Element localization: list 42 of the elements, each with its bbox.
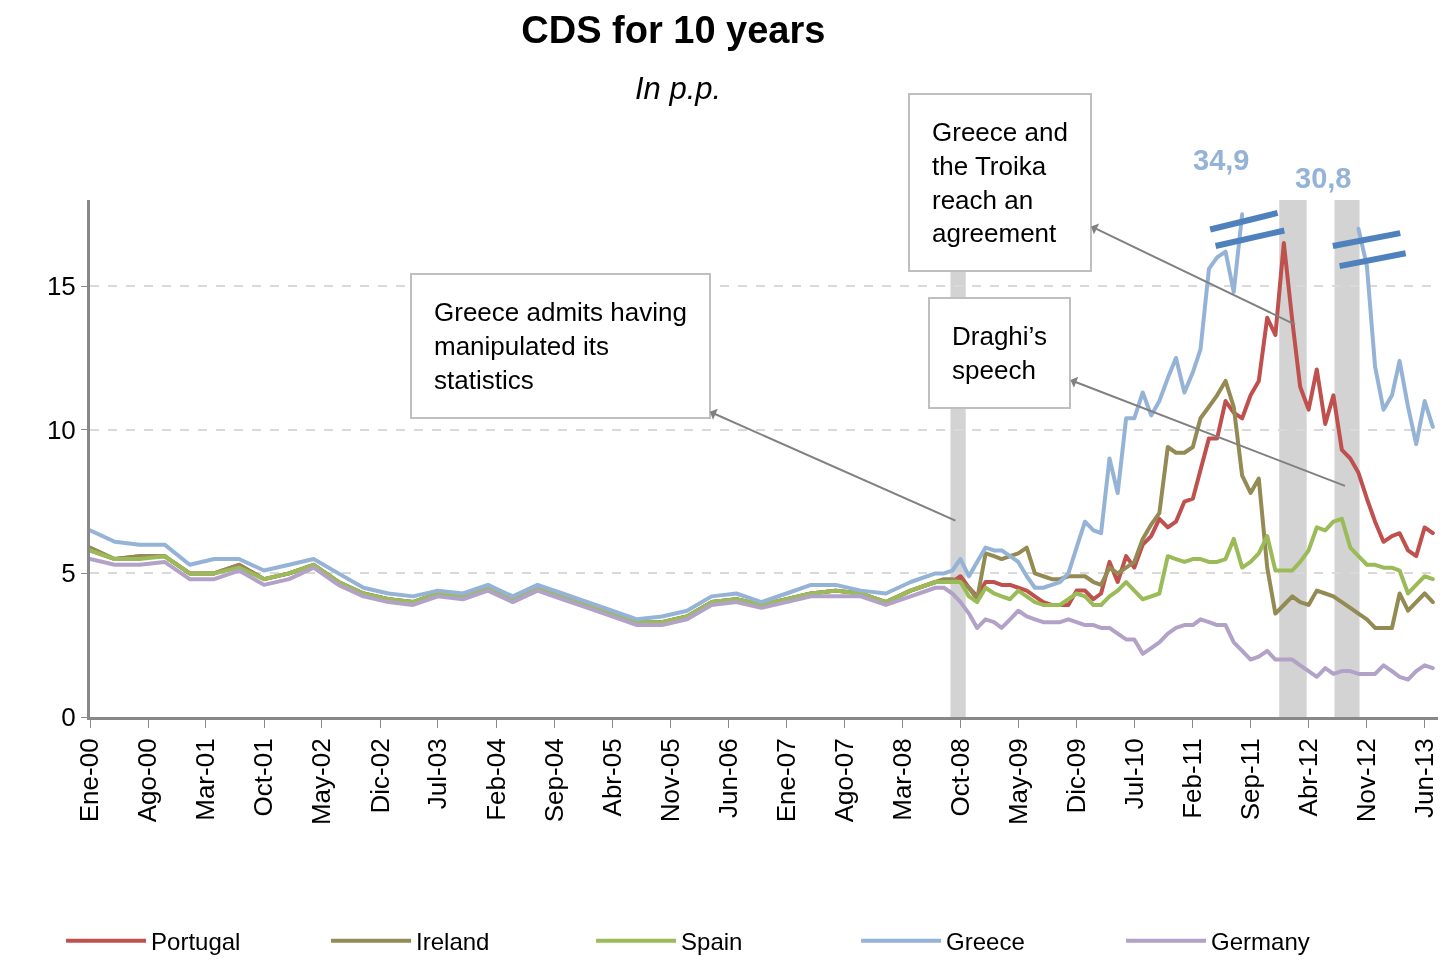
line-series — [90, 557, 1435, 682]
y-tick-label: 10 — [46, 414, 76, 445]
x-tick-label: Nov-05 — [654, 738, 685, 823]
x-tick-label: Oct-01 — [248, 738, 279, 817]
x-tick-label: Nov-12 — [1351, 738, 1382, 823]
x-tick-label: Mar-08 — [886, 738, 917, 821]
legend-label: Spain — [681, 928, 743, 956]
x-tick-label: Feb-11 — [1177, 738, 1208, 819]
x-tick-label: Jun-06 — [712, 738, 743, 818]
annotation: Greece admits having manipulated its statistics — [434, 297, 687, 395]
x-tick-label: Ene-07 — [770, 738, 801, 823]
x-tick-label: Sep-04 — [538, 738, 569, 823]
chart-subtitle: In p.p. — [635, 71, 722, 106]
y-tick-label: 0 — [61, 702, 76, 733]
x-tick-label: Ago-00 — [132, 738, 163, 823]
x-tick-label: Dic-02 — [364, 738, 395, 814]
x-tick-label: Jul-03 — [422, 738, 453, 810]
x-tick-label: Oct-08 — [944, 738, 975, 817]
x-tick-label: Ene-00 — [74, 738, 105, 823]
annotation: Greece and the Troika reach an agreement — [932, 117, 1068, 249]
line-series — [90, 516, 1435, 625]
y-tick-label: 15 — [46, 271, 76, 302]
x-tick-label: Ago-07 — [828, 738, 859, 823]
y-tick-label: 5 — [61, 558, 76, 589]
x-tick-label: Abr-05 — [596, 738, 627, 817]
text: 34,9 — [1193, 144, 1250, 176]
x-tick-label: Dic-09 — [1061, 738, 1091, 814]
x-tick-label: Jun-13 — [1409, 738, 1440, 818]
x-tick-label: Abr-12 — [1293, 738, 1324, 817]
legend-label: Portugal — [151, 928, 241, 956]
legend-label: Greece — [946, 928, 1025, 956]
x-tick-label: May-09 — [1002, 738, 1033, 826]
x-tick-label: Jul-10 — [1118, 738, 1149, 810]
x-tick-label: Feb-04 — [480, 738, 511, 821]
chart-title: CDS for 10 years — [521, 9, 826, 52]
x-tick-label: Sep-11 — [1235, 738, 1266, 821]
text: 30,8 — [1295, 162, 1352, 194]
legend-label: Germany — [1211, 928, 1310, 956]
annotation: Draghi’s speech — [952, 321, 1047, 385]
x-tick-label: May-02 — [306, 738, 337, 826]
legend-label: Ireland — [416, 928, 490, 956]
x-tick-label: Mar-01 — [190, 738, 221, 821]
